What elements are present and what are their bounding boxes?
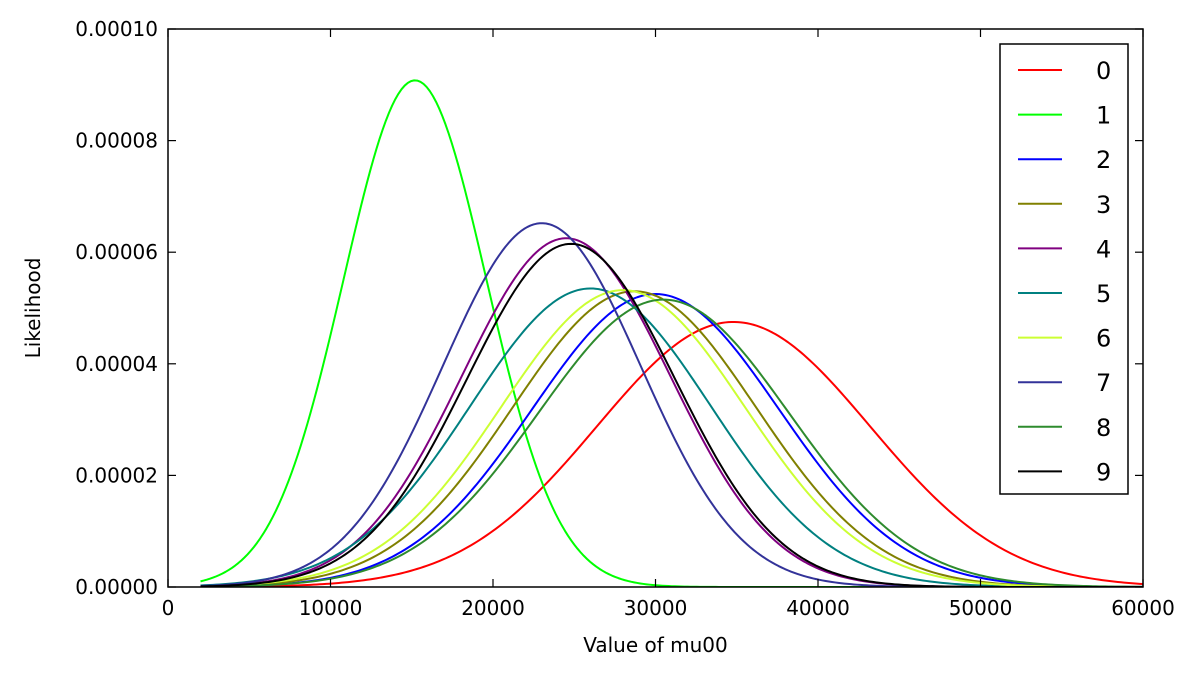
x-tick-label: 0 [162, 596, 175, 620]
series-line-1 [200, 79, 1143, 587]
legend-label-7: 7 [1096, 369, 1111, 397]
legend-label-5: 5 [1096, 280, 1111, 308]
series-line-5 [200, 287, 1143, 587]
legend-label-9: 9 [1096, 458, 1111, 486]
x-tick-label: 30000 [624, 596, 688, 620]
y-tick-label: 0.00002 [75, 463, 158, 487]
series-line-2 [200, 293, 1143, 587]
legend-label-4: 4 [1096, 235, 1111, 263]
legend-label-3: 3 [1096, 191, 1111, 219]
legend-label-8: 8 [1096, 414, 1111, 442]
legend-items: 0 1 2 3 4 5 6 7 8 9 [1018, 57, 1111, 486]
legend-label-2: 2 [1096, 146, 1111, 174]
legend-label-1: 1 [1096, 102, 1111, 130]
y-tick-label: 0.00004 [75, 352, 158, 376]
series-line-3 [200, 290, 1143, 587]
legend-label-6: 6 [1096, 325, 1111, 353]
x-axis-title: Value of mu00 [583, 633, 728, 657]
ticks-layer: 0 10000 20000 30000 40000 50000 60000 0.00000 0.… [75, 17, 1175, 620]
x-tick-label: 60000 [1111, 596, 1175, 620]
x-tick-label: 20000 [461, 596, 525, 620]
legend-box [999, 43, 1129, 495]
x-tick-label: 40000 [786, 596, 850, 620]
y-tick-label: 0.00000 [75, 575, 158, 599]
plot-frame [167, 28, 1144, 588]
legend-label-0: 0 [1096, 57, 1111, 85]
series-line-8 [200, 298, 1143, 587]
x-tick-label: 10000 [299, 596, 363, 620]
x-tick-label: 50000 [949, 596, 1013, 620]
y-tick-label: 0.00010 [75, 17, 158, 41]
y-tick-label: 0.00006 [75, 240, 158, 264]
y-tick-label: 0.00008 [75, 129, 158, 153]
series-line-6 [200, 289, 1143, 587]
series-line-0 [200, 320, 1143, 587]
legend: 0 1 2 3 4 5 6 7 8 9 [999, 43, 1129, 495]
y-axis-title: Likelihood [21, 258, 45, 359]
